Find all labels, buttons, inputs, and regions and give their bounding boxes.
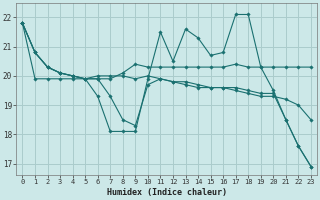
X-axis label: Humidex (Indice chaleur): Humidex (Indice chaleur) xyxy=(107,188,227,197)
